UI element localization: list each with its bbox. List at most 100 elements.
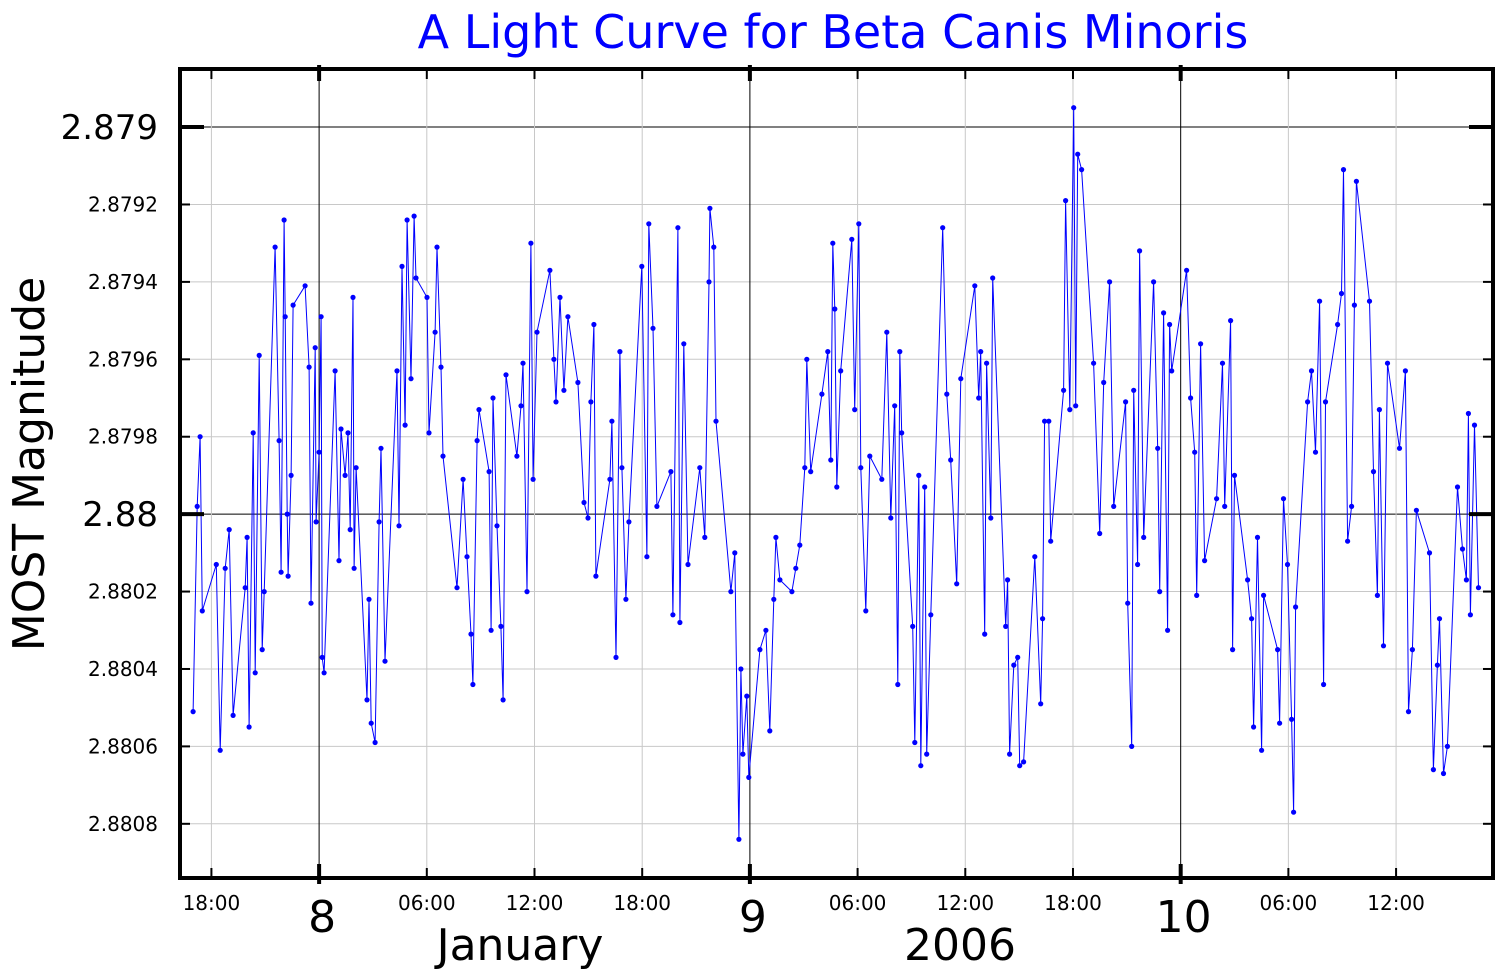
- data-point: [1157, 589, 1163, 595]
- x-day-label: 10: [1156, 892, 1212, 943]
- data-point: [281, 217, 287, 223]
- y-tick-label: 2.8802: [88, 580, 158, 604]
- data-point: [713, 418, 719, 424]
- data-point: [498, 623, 504, 630]
- data-point: [591, 321, 597, 328]
- data-point: [832, 306, 838, 312]
- data-point: [1340, 167, 1347, 173]
- data-point: [1123, 399, 1129, 405]
- data-point: [1345, 538, 1351, 544]
- data-point: [856, 221, 862, 227]
- data-point: [321, 670, 327, 676]
- data-point: [617, 349, 623, 355]
- data-point: [460, 476, 466, 482]
- data-point: [619, 465, 625, 471]
- data-point: [736, 836, 742, 842]
- data-point: [1101, 379, 1107, 386]
- data-point: [488, 627, 494, 633]
- data-point: [789, 589, 795, 595]
- data-point: [650, 325, 656, 331]
- data-point: [565, 314, 571, 320]
- data-point: [1111, 503, 1117, 509]
- x-tick-label: 18:00: [613, 891, 671, 915]
- data-point: [706, 279, 712, 285]
- data-point: [711, 244, 717, 250]
- x-tick-label: 06:00: [398, 891, 456, 915]
- data-point: [284, 511, 290, 517]
- data-point: [404, 217, 410, 223]
- data-point: [1169, 368, 1175, 374]
- data-point: [1413, 507, 1419, 513]
- data-point: [199, 608, 205, 614]
- data-point: [438, 364, 444, 370]
- data-point: [1021, 759, 1027, 765]
- data-point: [1167, 321, 1173, 328]
- data-point: [350, 294, 356, 300]
- data-point: [1067, 407, 1073, 413]
- data-point: [944, 391, 950, 397]
- data-point: [728, 589, 734, 595]
- data-point: [575, 379, 581, 386]
- data-point: [1165, 627, 1171, 633]
- data-point: [500, 697, 506, 703]
- y-tick-label: 2.8798: [88, 425, 158, 449]
- y-tick-label: 2.8808: [88, 812, 158, 836]
- data-point: [732, 550, 738, 556]
- data-point: [474, 438, 480, 444]
- data-point: [1454, 484, 1461, 490]
- data-point: [338, 426, 344, 432]
- data-point: [319, 654, 325, 661]
- data-point: [426, 430, 432, 436]
- data-point: [808, 469, 814, 475]
- data-point: [922, 484, 928, 490]
- data-point: [272, 244, 278, 250]
- data-point: [972, 283, 978, 289]
- data-point: [1011, 662, 1017, 668]
- data-point: [1038, 701, 1044, 707]
- data-point: [1129, 743, 1135, 750]
- data-point: [290, 302, 296, 308]
- data-point: [503, 372, 509, 378]
- data-point: [707, 205, 713, 211]
- data-point: [1071, 105, 1077, 111]
- data-point: [1073, 403, 1079, 409]
- data-point: [1015, 654, 1021, 661]
- data-point: [454, 585, 460, 591]
- data-point: [988, 515, 994, 521]
- data-point: [217, 747, 223, 753]
- data-point: [1465, 410, 1471, 417]
- data-point: [984, 360, 990, 366]
- data-point: [1349, 503, 1355, 509]
- data-point: [316, 449, 322, 455]
- y-tick-label: 2.8794: [88, 270, 158, 294]
- data-point: [1293, 604, 1299, 610]
- data-point: [1214, 496, 1220, 502]
- data-point: [581, 499, 587, 506]
- data-point: [910, 623, 916, 630]
- data-point: [1042, 418, 1048, 424]
- data-point: [1192, 449, 1198, 455]
- data-point: [302, 283, 308, 289]
- data-point: [1459, 546, 1466, 552]
- data-point: [1335, 321, 1341, 328]
- data-point: [1151, 279, 1157, 285]
- data-point: [852, 407, 858, 413]
- x-year-label: 2006: [904, 920, 1016, 971]
- data-point: [1091, 360, 1097, 366]
- data-point: [244, 534, 250, 541]
- data-point: [313, 519, 319, 525]
- data-point: [763, 627, 769, 633]
- data-point: [364, 697, 370, 703]
- x-month-label: January: [434, 920, 604, 971]
- data-point: [1463, 577, 1469, 583]
- data-point: [609, 418, 615, 424]
- data-point: [413, 275, 419, 281]
- data-point: [226, 527, 232, 533]
- data-point: [1005, 577, 1011, 583]
- data-point: [230, 712, 236, 719]
- data-point: [654, 503, 660, 509]
- data-point: [863, 608, 869, 614]
- data-point: [1125, 600, 1131, 606]
- data-point: [858, 465, 864, 471]
